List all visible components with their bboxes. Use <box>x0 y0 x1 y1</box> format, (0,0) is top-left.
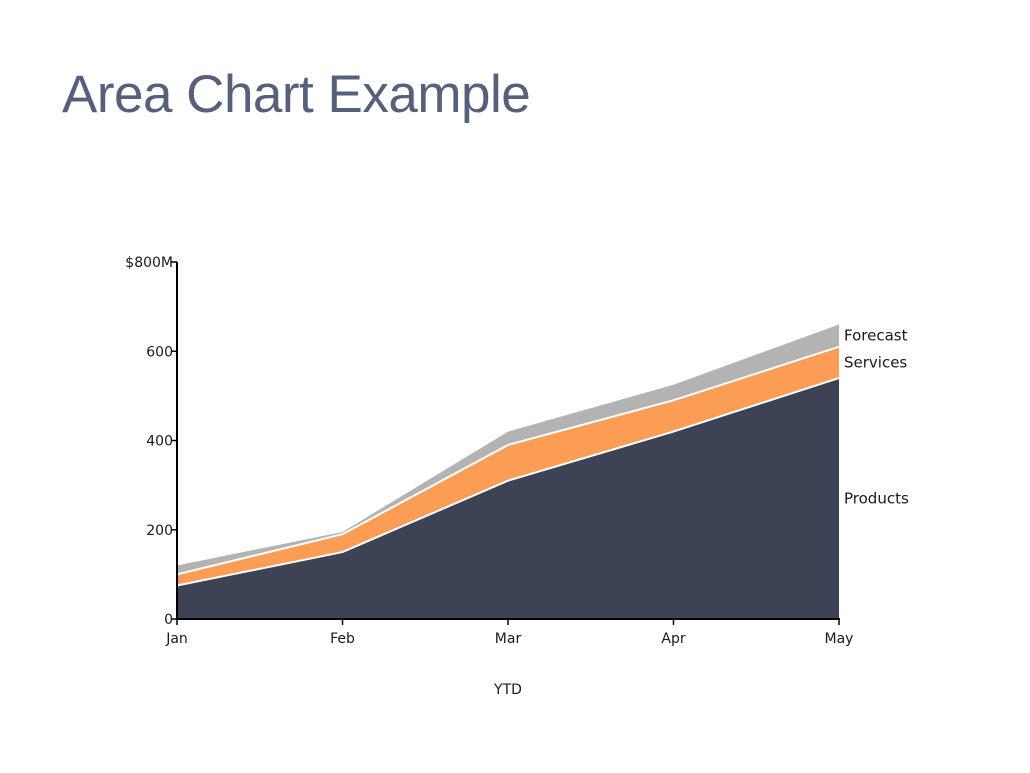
x-axis-ticks: Jan Feb Mar Apr May <box>165 619 853 647</box>
x-tick-label: Apr <box>661 631 685 647</box>
x-tick-label: Jan <box>165 631 188 647</box>
area-boundary-services <box>176 345 840 576</box>
area-series-group <box>176 324 840 619</box>
y-tick-label: 0 <box>164 612 173 628</box>
y-axis-ticks: 0 200 400 600 $800M <box>125 255 177 628</box>
x-tick-label: Feb <box>330 631 355 647</box>
y-tick-label: 400 <box>146 434 173 450</box>
series-labels: Products Services Forecast <box>844 327 909 508</box>
chart-axes: 0 200 400 600 $800M Jan Feb Mar Apr May <box>125 255 853 647</box>
x-tick-label: Mar <box>495 631 522 647</box>
x-tick-label: May <box>825 631 854 647</box>
y-tick-label: 200 <box>146 523 173 539</box>
area-boundary-products <box>176 377 840 587</box>
series-label-services: Services <box>844 353 907 371</box>
y-tick-label: 600 <box>146 344 173 360</box>
series-label-products: Products <box>844 490 909 508</box>
x-axis-title: YTD <box>493 682 522 698</box>
y-tick-label: $800M <box>125 255 173 271</box>
page-title: Area Chart Example <box>62 65 531 124</box>
series-label-forecast: Forecast <box>844 327 908 345</box>
area-products <box>177 378 839 619</box>
area-services <box>177 346 839 586</box>
area-forecast <box>177 324 839 575</box>
